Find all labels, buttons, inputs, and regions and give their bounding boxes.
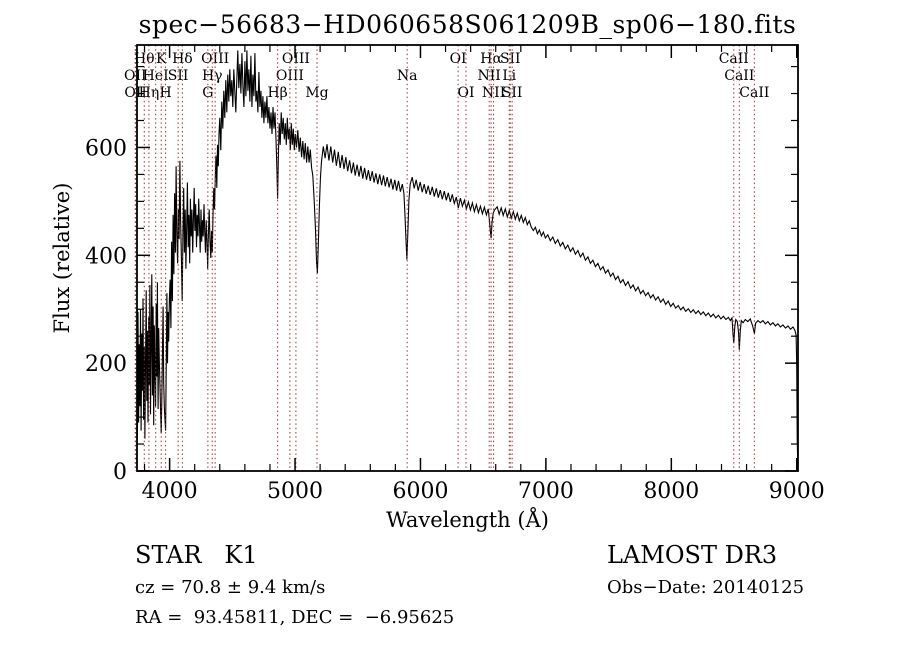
x-tick-label: 9000	[769, 479, 825, 504]
page-title: spec−56683−HD060658S061209B_sp06−180.fit…	[138, 10, 797, 39]
y-tick-label: 400	[85, 244, 127, 269]
spectrum-curve	[136, 50, 799, 466]
cz-value: cz = 70.8 ± 9.4 km/s	[135, 577, 326, 598]
x-tick-label: 6000	[392, 479, 448, 504]
y-axis-label: Flux (relative)	[50, 182, 74, 334]
ra-dec: RA = 93.45811, DEC = −6.95625	[135, 607, 455, 628]
x-axis-label: Wavelength (Å)	[386, 508, 549, 532]
y-tick-label: 200	[85, 352, 127, 377]
x-tick-label: 4000	[142, 479, 198, 504]
x-tick-label: 8000	[643, 479, 699, 504]
y-tick-label: 0	[113, 460, 127, 485]
object-class: STAR K1	[135, 541, 258, 569]
x-tick-label: 7000	[518, 479, 574, 504]
x-tick-label: 5000	[267, 479, 323, 504]
plot-frame	[136, 44, 799, 472]
obs-date: Obs−Date: 20140125	[607, 577, 805, 598]
survey-name: LAMOST DR3	[607, 541, 778, 569]
y-tick-label: 600	[85, 136, 127, 161]
